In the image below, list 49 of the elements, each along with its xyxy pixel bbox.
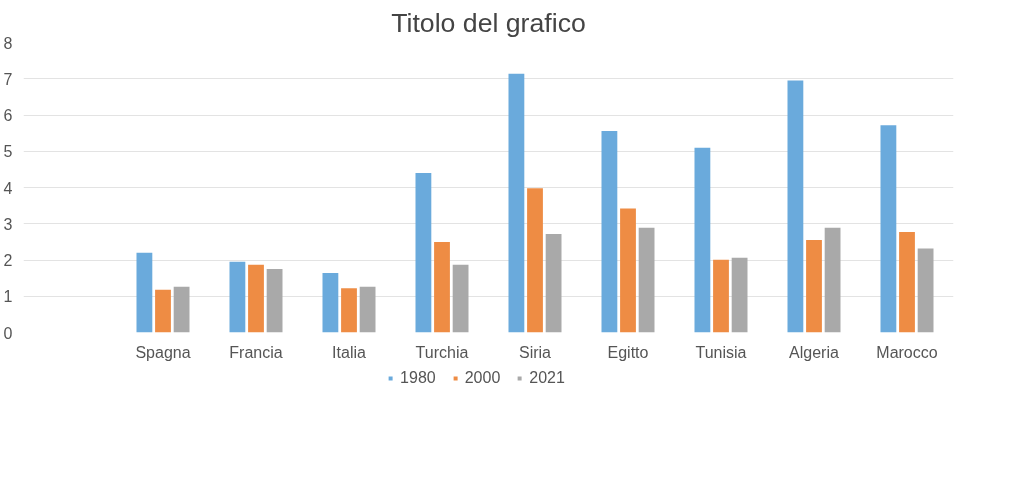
x-tick-label: Marocco — [876, 343, 938, 361]
bar — [248, 264, 264, 333]
bar — [508, 73, 525, 333]
bar — [899, 232, 915, 333]
x-tick-label: Spagna — [135, 343, 191, 361]
bar — [638, 227, 655, 333]
y-tick-label: 1 — [3, 288, 13, 306]
y-tick-label: 3 — [3, 215, 13, 233]
bar — [341, 288, 357, 333]
bar — [415, 173, 432, 333]
x-tick-label: Egitto — [607, 343, 649, 361]
legend-label: 2021 — [529, 369, 565, 387]
bar — [545, 233, 562, 333]
bar — [266, 269, 283, 333]
x-tick-label: Francia — [229, 343, 283, 361]
bar — [694, 147, 711, 333]
bar — [322, 273, 339, 333]
y-tick-label: 2 — [3, 252, 13, 269]
y-tick-label: 5 — [3, 143, 13, 161]
y-tick-label: 8 — [3, 34, 13, 52]
x-tick-label: Turchia — [415, 343, 469, 361]
bar — [434, 241, 450, 333]
x-tick-label: Siria — [519, 343, 552, 361]
y-tick-label: 6 — [3, 107, 13, 124]
x-tick-label: Algeria — [789, 343, 839, 361]
bar — [880, 125, 897, 333]
legend-label: 1980 — [400, 369, 436, 387]
bar — [917, 248, 934, 333]
x-tick-label: Italia — [332, 343, 366, 361]
y-tick-label: 4 — [3, 179, 13, 197]
y-tick-label: 7 — [3, 70, 13, 88]
bar — [601, 130, 618, 333]
bar — [527, 188, 543, 333]
x-tick-label: Tunisia — [695, 343, 747, 361]
bar — [806, 240, 822, 333]
bar — [824, 227, 841, 333]
bar — [229, 261, 246, 333]
bar — [452, 264, 469, 333]
y-tick-label: 0 — [3, 324, 13, 342]
legend-label: 2000 — [464, 369, 501, 387]
chart-title: Titolo del grafico — [391, 7, 586, 38]
bar — [620, 208, 636, 333]
bar — [731, 257, 748, 333]
bar — [359, 286, 376, 333]
bar — [136, 252, 153, 333]
bar — [713, 259, 729, 333]
bar — [155, 289, 171, 333]
bar — [787, 80, 804, 333]
bar — [173, 286, 190, 333]
